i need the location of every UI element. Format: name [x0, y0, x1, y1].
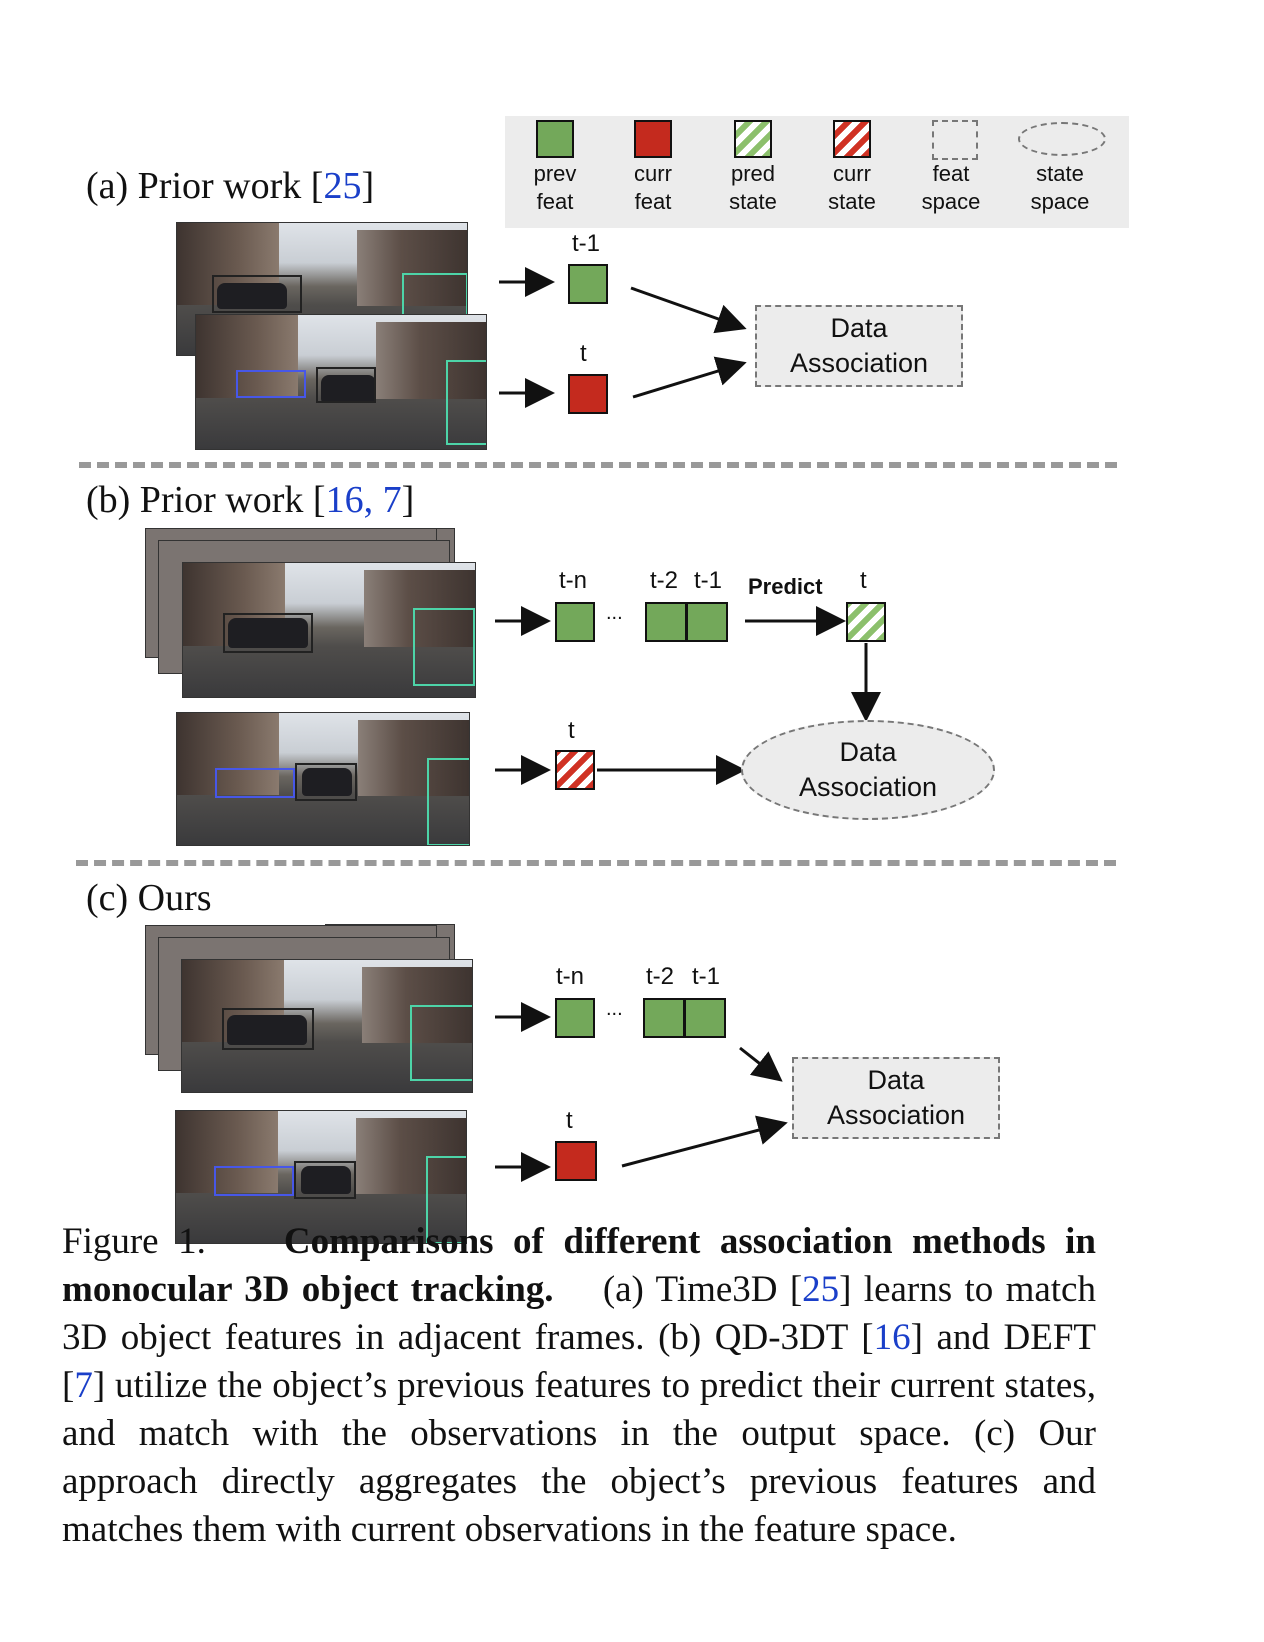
legend-label: feat — [932, 161, 970, 186]
arrow-to-association — [739, 1046, 783, 1082]
legend: prev feat curr feat pred state curr stat… — [505, 116, 1129, 228]
citation-link[interactable]: 25 — [802, 1269, 840, 1310]
prev-feat-square — [686, 602, 728, 642]
section-divider — [76, 860, 1116, 866]
data-association-ellipse: Data Association — [741, 720, 995, 820]
section-divider — [79, 462, 1117, 468]
history-frame-image — [182, 562, 476, 698]
prev-feat-square — [568, 264, 608, 304]
legend-label: curr — [634, 161, 672, 186]
citation-link[interactable]: 16 — [873, 1317, 911, 1358]
legend-label: pred — [730, 161, 776, 186]
arrow-to-association — [621, 1115, 788, 1168]
frame-image-curr — [176, 712, 470, 846]
citation-link[interactable]: 7 — [74, 1365, 93, 1406]
curr-feat-square — [568, 374, 608, 414]
time-label: t-1 — [572, 230, 601, 257]
legend-label: feat — [634, 189, 672, 214]
time-label: t — [566, 1107, 573, 1134]
legend-label: state — [729, 189, 777, 214]
legend-label: curr — [833, 161, 871, 186]
time-label: t-n — [559, 567, 588, 594]
curr-feat-square — [555, 1141, 597, 1181]
predict-label: Predict — [748, 574, 823, 599]
figure-number: Figure 1. — [62, 1221, 206, 1262]
legend-label: prev — [533, 161, 577, 186]
frame-image-curr — [195, 314, 487, 450]
time-label: t-2 — [650, 567, 679, 594]
caption-title: Comparisons of different association met… — [62, 1221, 1097, 1310]
time-label: t-1 — [694, 567, 723, 594]
arrow-to-association — [632, 356, 747, 399]
panel-c-title: (c) Ours — [86, 877, 212, 919]
history-frame-image — [181, 959, 473, 1093]
time-label: t-1 — [692, 963, 721, 990]
time-label: t-2 — [646, 963, 675, 990]
data-association-box: Data Association — [755, 305, 963, 387]
pred-state-square — [846, 602, 886, 642]
legend-label: state — [828, 189, 876, 214]
legend-label: state — [1036, 161, 1084, 186]
figure-caption: Figure 1. Comparisons of different assoc… — [62, 1221, 1097, 1550]
arrow-to-association — [630, 286, 747, 334]
green-hatched-square-icon — [734, 120, 772, 158]
data-association-box: Data Association — [792, 1057, 1000, 1139]
red-square-icon — [634, 120, 672, 158]
ellipsis: ... — [606, 602, 623, 624]
prev-feat-square — [684, 998, 726, 1038]
panel-a-title: (a) Prior work [25] — [86, 165, 375, 207]
dashed-box-icon — [932, 120, 978, 160]
time-label: t — [580, 340, 587, 367]
panel-b-title: (b) Prior work [16, 7] — [86, 479, 415, 521]
curr-state-square — [555, 750, 595, 790]
red-hatched-square-icon — [833, 120, 871, 158]
dashed-ellipse-icon — [1018, 122, 1106, 156]
frame-image-curr — [175, 1110, 467, 1244]
legend-label: space — [921, 189, 981, 214]
prev-feat-square — [555, 602, 595, 642]
ellipsis: ... — [606, 998, 623, 1020]
legend-label: feat — [536, 189, 574, 214]
legend-label: space — [1030, 189, 1090, 214]
prev-feat-square — [643, 998, 685, 1038]
time-label: t-n — [556, 963, 585, 990]
time-label: t — [568, 717, 575, 744]
green-square-icon — [536, 120, 574, 158]
time-label: t — [860, 567, 867, 594]
prev-feat-square — [555, 998, 595, 1038]
